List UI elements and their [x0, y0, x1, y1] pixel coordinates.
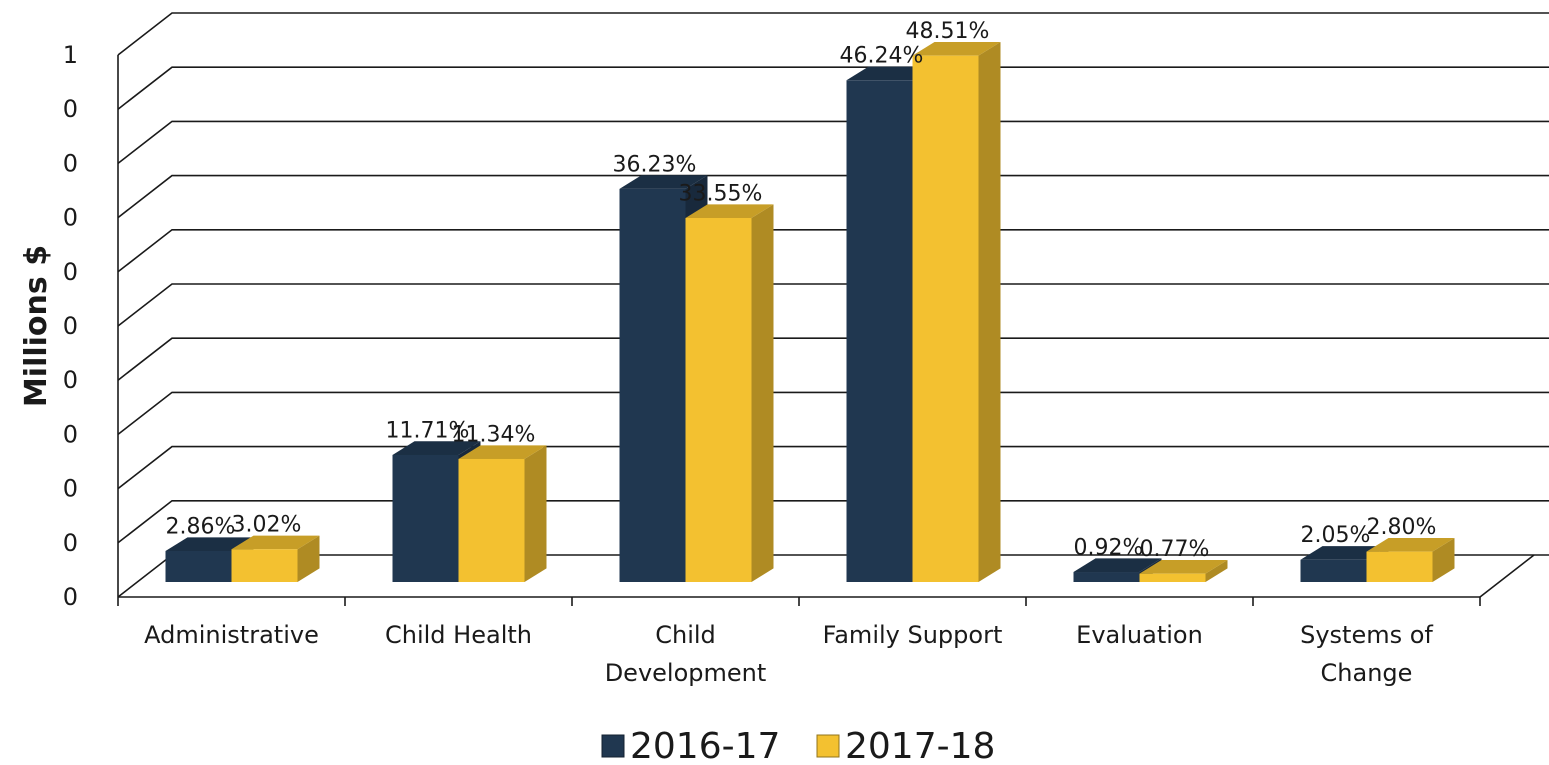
bar-top	[1073, 558, 1162, 573]
y-tick-label: 0	[63, 420, 78, 448]
gridline	[117, 391, 1549, 436]
bar-front	[458, 458, 525, 582]
bar-side	[297, 535, 320, 582]
y-tick-label: 0	[63, 366, 78, 394]
bar-top	[912, 42, 1001, 56]
bar-side	[978, 42, 1001, 583]
data-label: 33.55%	[679, 181, 763, 206]
bar-top	[458, 445, 547, 459]
bar-top	[685, 204, 774, 218]
bar-top	[1139, 560, 1228, 574]
gridline	[117, 283, 1549, 327]
bar-top	[231, 535, 320, 550]
bar-front	[685, 217, 752, 583]
bar-front	[1073, 572, 1140, 582]
bar-side	[1432, 537, 1455, 582]
data-label: 11.34%	[452, 422, 536, 447]
gridline	[117, 12, 1549, 56]
bar-front	[165, 550, 232, 582]
bar-front	[1366, 551, 1433, 582]
data-label: 48.51%	[906, 19, 990, 44]
gridline	[117, 337, 1549, 381]
data-label: 36.23%	[613, 152, 697, 177]
x-category-label: Family Support	[823, 621, 1003, 649]
y-tick-label: 0	[63, 149, 78, 177]
bar-front	[846, 80, 913, 583]
bar-top	[165, 537, 254, 551]
bar-2017-18-4	[1139, 560, 1228, 582]
bars	[165, 42, 1455, 583]
bar-front	[392, 454, 459, 582]
legend-swatch	[601, 734, 625, 758]
data-label: 2.05%	[1301, 523, 1371, 548]
bar-side	[751, 204, 774, 582]
y-tick-label: 0	[63, 312, 78, 340]
y-tick-label: 0	[63, 95, 78, 123]
gridline	[117, 499, 1549, 544]
gridline	[117, 66, 1549, 110]
legend-label: 2016-17	[630, 726, 780, 765]
bar-front	[1139, 573, 1206, 582]
gridlines	[117, 12, 1549, 598]
data-label: 3.02%	[232, 513, 302, 538]
y-axis-title: Millions $	[19, 245, 54, 407]
bar-side	[524, 445, 547, 582]
data-label: 0.92%	[1074, 535, 1144, 560]
x-category-label: Evaluation	[1076, 621, 1203, 649]
bar-side	[1205, 560, 1228, 582]
data-label: 0.77%	[1140, 537, 1210, 562]
x-category-label: Development	[605, 659, 767, 687]
bar-front	[231, 549, 298, 582]
bar-2017-18-5	[1366, 537, 1455, 582]
bar-top	[392, 441, 481, 455]
x-category-label: Systems of	[1300, 621, 1433, 649]
y-tick-label: 0	[63, 583, 78, 611]
data-label: 11.71%	[386, 418, 470, 443]
y-tick-label: 0	[63, 475, 78, 503]
bar-2017-18-3	[912, 42, 1001, 583]
gridline	[117, 229, 1549, 273]
y-tick-label: 1	[63, 41, 78, 69]
y-tick-label: 0	[63, 258, 78, 286]
y-tick-label: 0	[63, 204, 78, 232]
bar-top	[619, 175, 708, 189]
bar-2017-18-0	[231, 535, 320, 582]
data-label: 2.86%	[166, 514, 236, 539]
legend-swatch	[816, 734, 840, 758]
x-category-label: Child Health	[385, 621, 532, 649]
data-label: 2.80%	[1367, 515, 1437, 540]
x-category-label: Administrative	[144, 621, 319, 649]
y-tick-label: 0	[63, 529, 78, 557]
bar-front	[619, 188, 686, 583]
x-category-label: Child	[655, 621, 716, 649]
bar-front	[1300, 559, 1367, 582]
gridline	[117, 174, 1549, 219]
x-category-label: Change	[1321, 659, 1413, 687]
bar-2017-18-2	[685, 204, 774, 583]
data-label: 46.24%	[840, 44, 924, 69]
gridline	[117, 120, 1549, 165]
gridline	[117, 445, 1549, 490]
bar-2017-18-1	[458, 445, 547, 582]
floor-right-edge	[1479, 554, 1535, 598]
bar-top	[1366, 537, 1455, 552]
legend-label: 2017-18	[845, 726, 995, 765]
bar-front	[912, 55, 979, 582]
